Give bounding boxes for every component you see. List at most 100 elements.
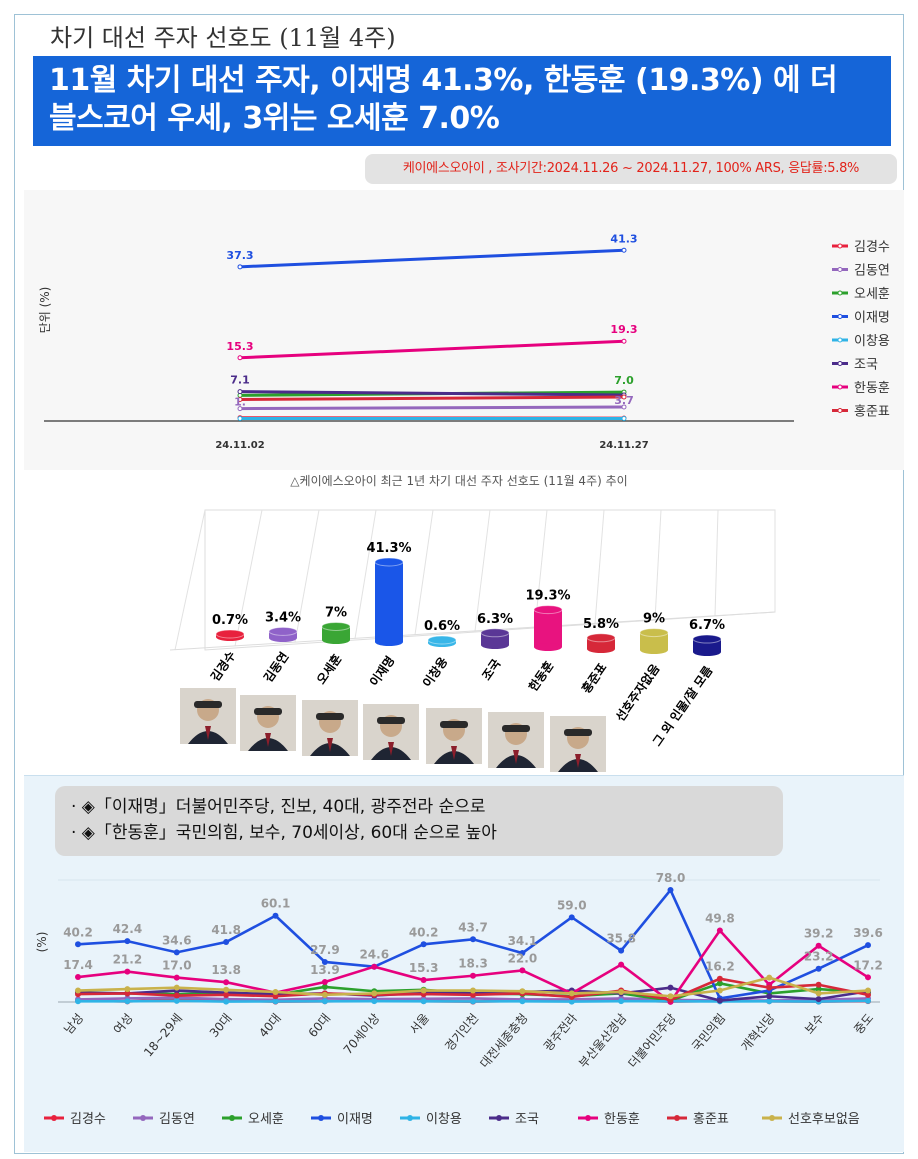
legend-marker: [229, 1115, 235, 1121]
data-point: [815, 965, 822, 972]
data-point: [173, 984, 180, 991]
data-point: [124, 986, 131, 993]
data-label: 59.0: [557, 898, 587, 912]
data-point: [766, 974, 773, 981]
data-point: [766, 984, 773, 991]
data-point: [173, 949, 180, 956]
photo-조국: [426, 708, 482, 764]
bar-chart: 0.7% 김경수 3.4% 김동연 7% 오세훈 41.3% 이재명 0.6% 이창용 6.3% 조국…: [169, 509, 776, 749]
data-label: 17.2: [853, 958, 883, 972]
legend-marker: [51, 1115, 57, 1121]
photo-김동연: [240, 695, 296, 751]
grid-line: [714, 509, 719, 616]
legend-marker: [496, 1115, 502, 1121]
x-tick-label: 여성: [111, 1011, 136, 1037]
x-tick-label: 18~29세: [141, 1011, 185, 1060]
data-point: [716, 975, 723, 982]
grid-line: [174, 509, 206, 651]
kicker-title: 차기 대선 주자 선호도 (11월 4주): [50, 24, 396, 52]
data-label: 39.6: [853, 926, 883, 940]
data-point: [618, 998, 625, 1005]
data-point: [667, 887, 674, 894]
data-label: 15.3: [409, 961, 439, 975]
legend-marker: [674, 1115, 680, 1121]
data-label: 34.1: [508, 934, 538, 948]
legend-label: 한동훈: [604, 1112, 640, 1127]
grid-line: [474, 509, 491, 632]
data-point: [519, 950, 526, 957]
data-point: [237, 397, 243, 403]
legend-label: 조국: [515, 1112, 539, 1127]
data-label: 37.3: [226, 249, 253, 262]
series-line-홍준표: [239, 395, 625, 402]
data-point: [321, 998, 328, 1005]
legend-label: 김동연: [854, 264, 890, 279]
data-point: [321, 958, 328, 965]
data-point: [519, 998, 526, 1005]
data-label: 19.3: [610, 323, 637, 336]
data-point: [75, 987, 81, 994]
data-point: [124, 990, 131, 997]
bar-top: [533, 605, 563, 615]
data-point: [618, 947, 625, 954]
photo-한동훈: [488, 712, 544, 768]
trend-chart: 24.11.02 24.11.27 단위 (%) 7.0 37.3 41.3 7.1 15.3…: [38, 232, 890, 451]
bar-value-label: 9%: [643, 612, 665, 627]
data-point: [568, 914, 575, 921]
legend-label: 홍준표: [854, 405, 890, 420]
legend-marker: [837, 314, 843, 319]
data-point: [865, 942, 871, 949]
data-point: [371, 990, 378, 997]
data-point: [815, 942, 822, 949]
data-point: [865, 997, 871, 1004]
x-tick-label: 60대: [306, 1011, 334, 1040]
bar-base: [534, 643, 562, 651]
data-point: [124, 968, 131, 975]
bar-category-label: 이재명: [366, 653, 397, 689]
legend-marker: [837, 361, 843, 366]
bar-value-label: 19.3%: [525, 589, 570, 604]
x-tick-label: 보수: [802, 1011, 827, 1037]
legend-label: 한동훈: [854, 381, 890, 396]
bar-value-label: 3.4%: [265, 610, 301, 625]
data-point: [173, 992, 180, 999]
data-label: 21.2: [113, 953, 143, 967]
data-point: [223, 998, 230, 1005]
bar-category-label: 이창용: [419, 654, 450, 690]
legend-marker: [140, 1115, 146, 1121]
data-point: [223, 986, 230, 993]
bar-value-label: 0.7%: [212, 613, 248, 628]
bar-base: [375, 638, 403, 646]
data-point: [815, 996, 822, 1003]
data-point: [815, 986, 822, 993]
data-point: [621, 394, 627, 400]
data-point: [568, 990, 575, 997]
data-label: 34.6: [162, 933, 192, 947]
data-label: 18.3: [458, 957, 488, 971]
data-point: [470, 936, 476, 943]
data-label: 40.2: [63, 925, 93, 939]
data-point: [420, 998, 427, 1005]
data-label: 16.2: [705, 960, 735, 974]
data-label: 7.1: [230, 374, 250, 387]
data-point: [766, 998, 773, 1005]
bar-top: [639, 628, 669, 638]
x-tick-label: 중도: [851, 1011, 876, 1037]
x-tick-label: 30대: [207, 1011, 235, 1040]
legend-marker: [837, 384, 843, 390]
data-point: [420, 977, 427, 984]
bar-category-label: 그 외 인물/잘 모름: [649, 663, 715, 749]
data-point: [766, 993, 773, 1000]
x-tick-label: 대전세종충청: [477, 1011, 530, 1071]
data-label: 23.2: [804, 950, 834, 964]
data-point: [223, 991, 230, 998]
grid-line: [414, 509, 434, 635]
data-point: [321, 991, 328, 998]
data-label: 49.8: [705, 912, 735, 926]
data-point: [237, 264, 243, 270]
headline-line-2: 블스코어 우세, 3위는 오세훈 7.0%: [49, 101, 500, 136]
data-label: 17.0: [162, 959, 192, 973]
data-point: [716, 927, 723, 934]
legend-label: 오세훈: [248, 1112, 284, 1127]
bar-value-label: 7%: [325, 605, 347, 620]
